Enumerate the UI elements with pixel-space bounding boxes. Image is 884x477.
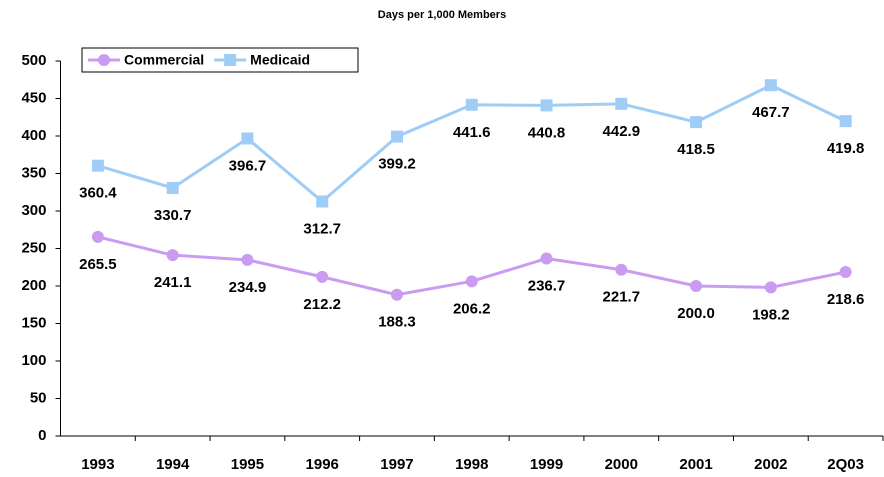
x-tick-label: 2001 [679, 456, 712, 473]
marker [615, 97, 628, 110]
y-tick-label: 200 [21, 277, 46, 294]
x-tick-label: 1996 [306, 456, 339, 473]
marker [224, 54, 237, 66]
y-tick-label: 100 [21, 352, 46, 369]
marker [241, 253, 254, 266]
data-label: 418.5 [677, 141, 715, 158]
marker [390, 130, 403, 143]
data-label: 212.2 [303, 296, 341, 313]
x-tick-label: 2000 [605, 456, 638, 473]
x-tick-label: 2Q03 [827, 456, 864, 473]
marker [91, 159, 104, 172]
data-label: 188.3 [378, 314, 416, 331]
legend-text: Commercial [124, 52, 204, 68]
marker [316, 195, 329, 208]
marker [91, 230, 104, 243]
marker [540, 99, 553, 112]
x-tick-label: 1994 [156, 456, 190, 473]
y-tick-label: 500 [21, 52, 46, 69]
marker [166, 249, 179, 262]
data-label: 330.7 [154, 207, 192, 224]
data-label: 221.7 [603, 289, 641, 306]
marker [98, 54, 110, 66]
marker [166, 181, 179, 194]
marker [690, 116, 703, 129]
x-tick-label: 1999 [530, 456, 563, 473]
marker [390, 288, 403, 301]
marker [839, 266, 852, 279]
data-label: 206.2 [453, 300, 491, 317]
data-label: 399.2 [378, 156, 416, 173]
data-label: 312.7 [303, 220, 341, 237]
marker [540, 252, 553, 265]
x-tick-label: 2002 [754, 456, 787, 473]
y-tick-label: 400 [21, 127, 46, 144]
marker [615, 263, 628, 276]
data-label: 440.8 [528, 124, 566, 141]
data-label: 236.7 [528, 277, 566, 294]
y-tick-label: 50 [30, 389, 47, 406]
y-tick-label: 150 [21, 314, 46, 331]
data-label: 419.8 [827, 140, 865, 157]
marker [764, 281, 777, 294]
data-label: 396.7 [229, 157, 267, 174]
data-label: 218.6 [827, 291, 865, 308]
marker [465, 275, 478, 288]
legend-text: Medicaid [250, 52, 310, 68]
marker [241, 132, 254, 145]
y-tick-label: 250 [21, 239, 46, 256]
y-tick-label: 0 [38, 427, 46, 444]
y-tick-label: 350 [21, 164, 46, 181]
data-label: 467.7 [752, 104, 790, 121]
marker [839, 115, 852, 128]
data-label: 200.0 [677, 305, 715, 322]
x-tick-label: 1993 [81, 456, 114, 473]
x-tick-label: 1998 [455, 456, 488, 473]
y-tick-label: 300 [21, 202, 46, 219]
marker [764, 79, 777, 92]
data-label: 241.1 [154, 274, 192, 291]
data-label: 198.2 [752, 306, 790, 323]
y-tick-label: 450 [21, 89, 46, 106]
data-label: 442.9 [603, 123, 641, 140]
marker [690, 280, 703, 292]
data-label: 265.5 [79, 256, 117, 273]
data-label: 234.9 [229, 279, 267, 296]
x-tick-label: 1997 [380, 456, 413, 473]
marker [465, 98, 478, 111]
data-label: 441.6 [453, 124, 491, 141]
x-tick-label: 1995 [231, 456, 264, 473]
data-label: 360.4 [79, 185, 117, 202]
chart-title: Days per 1,000 Members [378, 9, 506, 21]
marker [316, 270, 329, 283]
